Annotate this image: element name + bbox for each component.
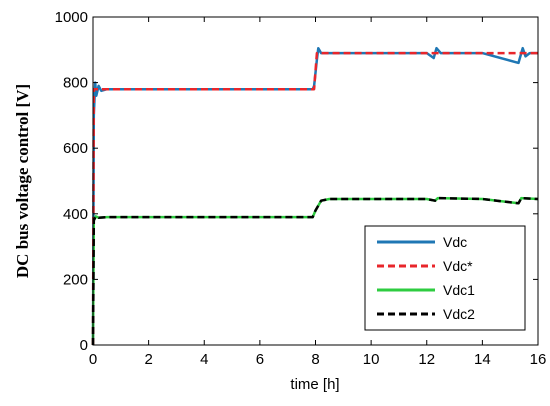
legend-label: Vdc1 bbox=[443, 282, 475, 298]
x-axis: 0 2 4 6 8 10 12 14 16 bbox=[89, 17, 547, 368]
legend: Vdc Vdc* Vdc1 Vdc2 bbox=[364, 225, 526, 331]
y-tick-label: 800 bbox=[63, 75, 88, 92]
x-tick-label: 10 bbox=[363, 351, 380, 368]
x-tick-label: 12 bbox=[418, 351, 435, 368]
y-tick-label: 1000 bbox=[55, 9, 88, 26]
y-axis-label: DC bus voltage control [V] bbox=[13, 84, 32, 278]
x-axis-label: time [h] bbox=[290, 376, 339, 393]
legend-label: Vdc* bbox=[443, 258, 473, 274]
y-axis: 0 200 400 600 800 1000 bbox=[55, 9, 538, 354]
legend-label: Vdc bbox=[443, 234, 467, 250]
series-layer bbox=[91, 46, 539, 346]
series-line-vdc2 bbox=[91, 196, 539, 346]
x-tick-label: 16 bbox=[530, 351, 547, 368]
x-tick-label: 4 bbox=[200, 351, 208, 368]
x-tick-label: 8 bbox=[311, 351, 319, 368]
x-tick-label: 2 bbox=[144, 351, 152, 368]
x-tick-label: 14 bbox=[474, 351, 491, 368]
legend-label: Vdc2 bbox=[443, 306, 475, 322]
y-tick-label: 200 bbox=[63, 271, 88, 288]
y-tick-label: 600 bbox=[63, 140, 88, 157]
series-line-vdc bbox=[91, 46, 538, 346]
y-tick-label: 400 bbox=[63, 206, 88, 223]
series-line-vdc-ref bbox=[91, 51, 538, 346]
x-tick-label: 0 bbox=[89, 351, 97, 368]
x-tick-label: 6 bbox=[256, 351, 264, 368]
y-tick-label: 0 bbox=[80, 337, 88, 354]
